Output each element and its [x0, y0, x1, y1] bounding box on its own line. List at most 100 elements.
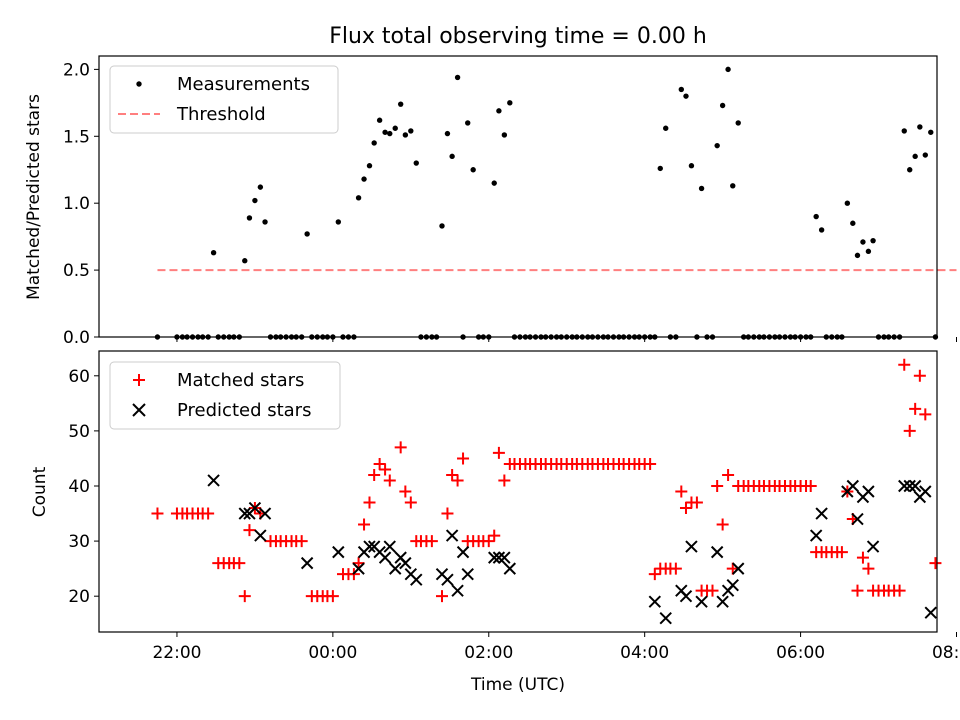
matched-stars-point: [835, 546, 848, 559]
count-x-tick-label: 00:00: [308, 643, 357, 663]
predicted-stars-point: [503, 562, 517, 575]
predicted-stars-point: [248, 501, 262, 515]
predicted-stars-point: [238, 507, 251, 520]
measurements-point: [735, 120, 741, 126]
matched-stars-point: [295, 535, 308, 548]
measurements-point: [366, 163, 373, 169]
matched-stars-point: [492, 446, 505, 459]
predicted-stars-point: [492, 551, 506, 564]
matched-stars-point: [804, 479, 817, 492]
count-axes-frame: [98, 350, 938, 633]
predicted-stars-point: [488, 551, 501, 564]
measurements-point: [901, 128, 907, 134]
measurements-point: [688, 163, 695, 169]
matched-stars-point: [498, 474, 511, 487]
measurements-point: [813, 213, 819, 220]
matched-stars-point: [399, 485, 412, 498]
ratio-y-axis-label: Matched/Predicted stars: [24, 94, 44, 300]
matched-stars-point: [383, 474, 396, 487]
matched-stars-point: [404, 496, 417, 509]
count-x-tick-label: 22:00: [152, 643, 201, 663]
measurements-point: [730, 183, 736, 189]
ratio-legend: Measurements Threshold: [109, 65, 339, 134]
measurements-point: [246, 215, 253, 221]
ratio-y-tick-label: 0.0: [63, 328, 90, 348]
matched-stars-point: [711, 479, 724, 492]
matched-stars-point: [669, 562, 682, 575]
count-y-ticks: 20 30 40 50 60: [68, 367, 99, 607]
predicted-stars-point: [207, 474, 220, 487]
predicted-stars-point: [451, 584, 464, 597]
measurements-point: [683, 93, 689, 99]
predicted-stars-point: [410, 573, 423, 586]
measurements-point: [844, 200, 851, 206]
count-y-tick-label: 50: [68, 422, 90, 442]
matched-stars-point: [326, 590, 339, 603]
legend-matched-label: Matched stars: [177, 370, 304, 391]
matched-stars-point: [238, 590, 251, 603]
ratio-y-tick-label: 1.0: [63, 194, 90, 214]
measurements-point: [725, 66, 731, 73]
count-y-tick-label: 40: [68, 477, 90, 497]
measurements-point: [402, 132, 409, 138]
matched-stars-point: [862, 562, 875, 575]
matched-stars-point: [898, 358, 911, 371]
measurements-point: [917, 124, 923, 130]
measurements-point: [397, 101, 404, 107]
measurements-point: [507, 100, 513, 106]
measurements-point: [465, 120, 471, 126]
count-y-tick-label: 20: [68, 587, 90, 607]
measurements-point: [392, 125, 398, 131]
legend-threshold-label: Threshold: [176, 104, 266, 125]
predicted-stars-point: [809, 529, 823, 542]
measurements-point: [355, 195, 362, 201]
matched-stars-point: [679, 502, 692, 515]
legend-measurements-marker: [136, 81, 142, 87]
predicted-stars-point: [332, 545, 345, 559]
predicted-stars-point: [710, 545, 724, 559]
predicted-stars-point: [445, 529, 459, 542]
legend-matched-marker: [133, 374, 145, 386]
matched-stars-point: [644, 457, 657, 470]
matched-stars-point: [352, 557, 365, 570]
matched-stars-point: [435, 590, 448, 603]
ratio-y-ticks: 0.0 0.5 1.0 1.5 2.0: [63, 60, 99, 348]
legend-predicted-label: Predicted stars: [177, 400, 311, 421]
measurements-point: [922, 152, 929, 158]
measurements-point: [413, 160, 419, 166]
predicted-stars-point: [378, 551, 392, 564]
matched-stars-point: [488, 529, 501, 542]
measurements-point: [907, 167, 913, 173]
count-x-tick-label: 02:00: [464, 643, 513, 663]
matched-stars-point: [425, 535, 438, 548]
predicted-stars-point: [695, 595, 708, 608]
predicted-stars-point: [898, 479, 911, 493]
measurements-point: [408, 128, 414, 134]
matched-stars-point: [851, 584, 864, 597]
legend-measurements-label: Measurements: [177, 74, 310, 95]
matched-stars-point: [706, 584, 719, 597]
ratio-y-tick-label: 2.0: [63, 60, 90, 80]
count-y-tick-label: 60: [68, 367, 90, 387]
count-y-tick-label: 30: [68, 532, 90, 552]
matched-stars-point: [457, 452, 470, 465]
measurements-point: [304, 231, 310, 237]
predicted-stars-point: [498, 551, 511, 564]
matched-stars-point: [363, 496, 376, 509]
matched-stars-point: [451, 474, 464, 487]
matched-stars-point: [909, 402, 922, 415]
matched-stars-point: [856, 551, 869, 564]
predicted-stars-point: [924, 606, 937, 619]
ratio-legend-box: [109, 65, 339, 134]
predicted-stars-point: [389, 562, 402, 575]
measurements-point: [818, 227, 825, 233]
count-x-axis-label: Time (UTC): [470, 675, 565, 695]
matched-stars-point: [690, 496, 703, 509]
measurements-point: [719, 102, 726, 109]
predicted-stars-point: [862, 485, 875, 498]
matched-stars-point: [394, 441, 407, 454]
matched-stars-point: [368, 468, 381, 481]
predicted-stars-point: [383, 540, 396, 553]
matched-stars-point: [726, 562, 739, 575]
